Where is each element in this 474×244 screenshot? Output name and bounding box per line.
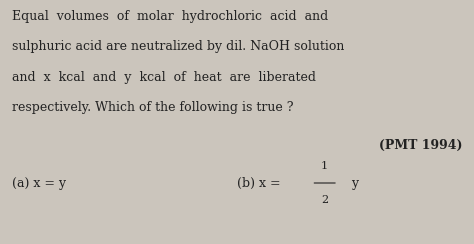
Text: y: y <box>351 176 358 190</box>
Text: respectively. Which of the following is true ?: respectively. Which of the following is … <box>12 101 293 114</box>
Text: (a) x = y: (a) x = y <box>12 176 66 190</box>
Text: 1: 1 <box>321 161 328 171</box>
Text: sulphuric acid are neutralized by dil. NaOH solution: sulphuric acid are neutralized by dil. N… <box>12 40 344 53</box>
Text: and  x  kcal  and  y  kcal  of  heat  are  liberated: and x kcal and y kcal of heat are libera… <box>12 71 316 84</box>
Text: Equal  volumes  of  molar  hydrochloric  acid  and: Equal volumes of molar hydrochloric acid… <box>12 10 328 23</box>
Text: (PMT 1994): (PMT 1994) <box>379 139 462 152</box>
Text: (b) x =: (b) x = <box>237 176 284 190</box>
Text: 2: 2 <box>321 195 328 205</box>
